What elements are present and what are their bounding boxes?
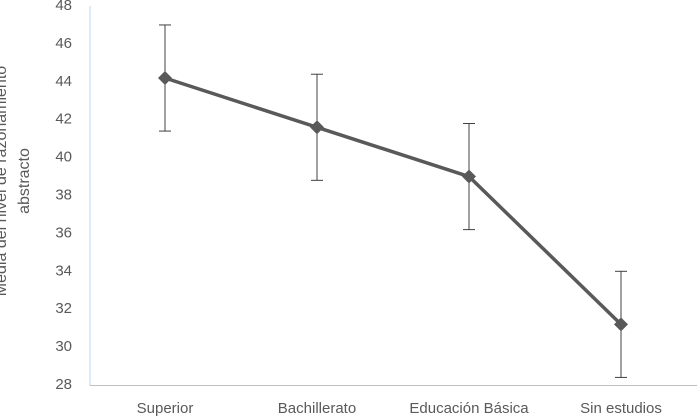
y-tick-label: 42 [55, 111, 72, 128]
x-tick-label: Sin estudios [580, 400, 662, 417]
y-tick-label: 28 [55, 376, 72, 393]
y-tick-label: 34 [55, 262, 72, 279]
y-tick-label: 32 [55, 300, 72, 317]
y-tick-label: 44 [55, 73, 72, 90]
x-tick-label: Superior [137, 400, 194, 417]
data-marker [614, 317, 628, 332]
x-tick-label: Bachillerato [278, 400, 356, 417]
y-tick-label: 46 [55, 35, 72, 52]
data-marker [158, 71, 172, 86]
data-marker [310, 120, 324, 135]
data-line [164, 76, 623, 326]
data-marker [462, 169, 476, 184]
y-tick-label: 30 [55, 338, 72, 355]
y-tick-label: 48 [55, 0, 72, 14]
x-tick-label: Educación Básica [409, 400, 529, 417]
y-tick-label: 38 [55, 186, 72, 203]
y-tick-label: 36 [55, 224, 72, 241]
y-tick-label: 40 [55, 149, 72, 166]
y-axis-label: Media del nivel de razonamiento abstract… [0, 65, 33, 297]
